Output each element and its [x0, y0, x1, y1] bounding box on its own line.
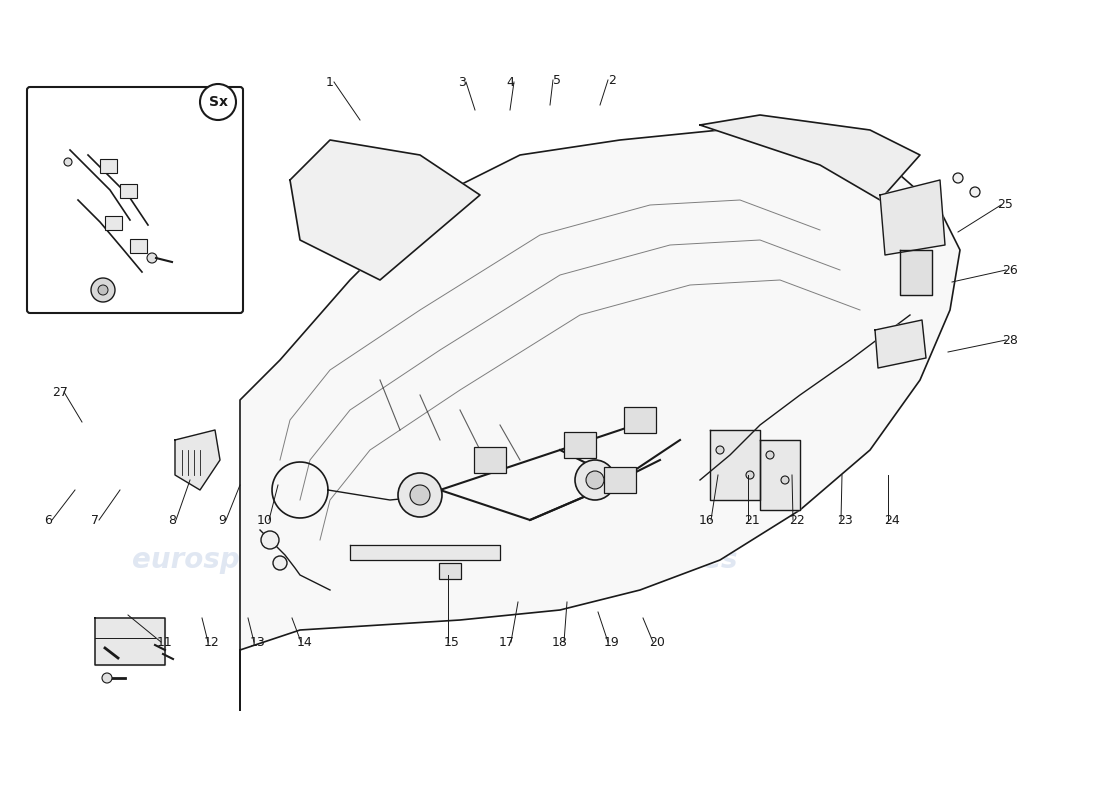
Text: 2: 2	[608, 74, 616, 86]
Text: 24: 24	[884, 514, 900, 526]
Circle shape	[716, 446, 724, 454]
Polygon shape	[290, 140, 480, 280]
Circle shape	[200, 84, 236, 120]
FancyBboxPatch shape	[104, 215, 121, 230]
Polygon shape	[175, 430, 220, 490]
Polygon shape	[880, 180, 945, 255]
Polygon shape	[95, 618, 165, 665]
FancyBboxPatch shape	[439, 563, 461, 579]
Circle shape	[970, 187, 980, 197]
Circle shape	[98, 285, 108, 295]
Polygon shape	[700, 115, 920, 200]
Circle shape	[586, 471, 604, 489]
Text: eurospares: eurospares	[132, 546, 308, 574]
FancyBboxPatch shape	[564, 432, 596, 458]
Text: 20: 20	[649, 635, 664, 649]
Text: 22: 22	[789, 514, 805, 526]
Text: 19: 19	[604, 635, 620, 649]
Text: 27: 27	[52, 386, 68, 398]
Text: 10: 10	[257, 514, 273, 526]
Polygon shape	[900, 250, 932, 295]
Text: 18: 18	[552, 635, 568, 649]
Text: 26: 26	[1002, 263, 1018, 277]
Circle shape	[781, 476, 789, 484]
Text: 5: 5	[553, 74, 561, 86]
Text: 15: 15	[444, 635, 460, 649]
Text: Sx: Sx	[209, 95, 228, 109]
Text: 1: 1	[326, 75, 334, 89]
Text: 14: 14	[297, 635, 312, 649]
Text: 12: 12	[205, 635, 220, 649]
Polygon shape	[874, 320, 926, 368]
Text: 8: 8	[168, 514, 176, 526]
Circle shape	[746, 471, 754, 479]
Text: 11: 11	[157, 635, 173, 649]
Circle shape	[261, 531, 279, 549]
Text: 3: 3	[458, 75, 466, 89]
FancyBboxPatch shape	[474, 447, 506, 473]
Circle shape	[64, 158, 72, 166]
Text: 17: 17	[499, 635, 515, 649]
Text: 28: 28	[1002, 334, 1018, 346]
FancyBboxPatch shape	[130, 238, 146, 253]
Text: 7: 7	[91, 514, 99, 526]
FancyBboxPatch shape	[624, 407, 656, 433]
Circle shape	[91, 278, 116, 302]
FancyBboxPatch shape	[604, 467, 636, 493]
Text: 13: 13	[250, 635, 266, 649]
Circle shape	[273, 556, 287, 570]
Circle shape	[398, 473, 442, 517]
Text: 25: 25	[997, 198, 1013, 211]
Circle shape	[147, 253, 157, 263]
Circle shape	[766, 451, 774, 459]
Text: 6: 6	[44, 514, 52, 526]
Polygon shape	[240, 130, 960, 710]
Circle shape	[953, 173, 962, 183]
Text: 9: 9	[218, 514, 226, 526]
FancyBboxPatch shape	[120, 183, 136, 198]
Text: 16: 16	[700, 514, 715, 526]
Polygon shape	[350, 545, 500, 560]
Polygon shape	[710, 430, 760, 500]
Text: 21: 21	[744, 514, 760, 526]
Text: 23: 23	[837, 514, 852, 526]
Text: eurospares: eurospares	[562, 546, 738, 574]
Circle shape	[575, 460, 615, 500]
FancyBboxPatch shape	[99, 158, 117, 173]
FancyBboxPatch shape	[28, 87, 243, 313]
Circle shape	[102, 673, 112, 683]
Polygon shape	[760, 440, 800, 510]
Circle shape	[410, 485, 430, 505]
Text: 4: 4	[506, 75, 514, 89]
